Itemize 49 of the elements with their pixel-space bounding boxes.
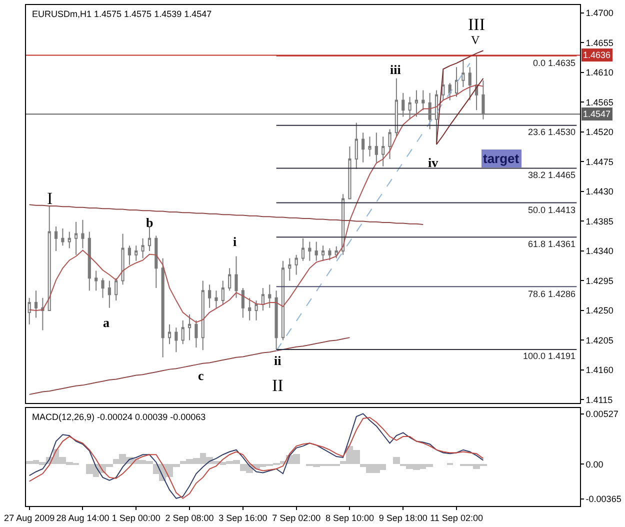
x-tick-label: 2 Sep 08:00 — [165, 512, 214, 523]
series-label: 78.6 1.4286 — [528, 289, 576, 299]
y-tick-label: 1.4115 — [586, 394, 613, 405]
text: MACD(12,26,9) -0.00024 0.00039 -0.00063 — [32, 412, 206, 422]
x-tick-label: 7 Sep 02:00 — [272, 512, 321, 523]
y-tick-label: 1.4295 — [586, 276, 614, 286]
x-tick-label: 28 Aug 14:00 — [56, 512, 110, 523]
annotation: i — [233, 234, 237, 249]
y-tick-label: 1.4610 — [586, 68, 614, 78]
annotation: I — [47, 189, 53, 208]
y-tick-label: 1.4205 — [586, 335, 614, 346]
x-tick-label: 8 Sep 10:00 — [325, 512, 374, 523]
annotation: c — [198, 368, 204, 383]
y-tick-label: 0.00 — [586, 459, 604, 470]
annotation: a — [103, 315, 110, 330]
annotation: target — [483, 151, 520, 166]
ref-line-label: 1.4547 — [583, 109, 611, 119]
series-label: 61.8 1.4361 — [528, 239, 576, 249]
annotation: ii — [274, 353, 282, 368]
y-tick-label: -0.00365 — [586, 494, 622, 504]
y-tick-label: 1.4385 — [586, 216, 614, 226]
x-tick-label: 11 Sep 02:00 — [430, 512, 483, 523]
series-label: 100.0 1.4191 — [523, 351, 576, 361]
ref-line-label: 1.4636 — [583, 50, 611, 60]
y-tick-label: 0.00527 — [586, 409, 618, 420]
y-tick-label: 1.4655 — [586, 38, 614, 48]
annotation: II — [272, 376, 284, 395]
x-tick-label: 9 Sep 18:00 — [378, 512, 428, 523]
annotation: iv — [428, 155, 439, 170]
text: EURUSDm,H1 1.4575 1.4575 1.4539 1.4547 — [32, 9, 212, 19]
y-tick-label: 1.4475 — [586, 156, 614, 167]
x-tick-label: 1 Sep 00:00 — [112, 512, 160, 523]
annotation: iii — [390, 62, 402, 77]
series-label: 23.6 1.4530 — [528, 127, 576, 137]
annotation: b — [146, 215, 154, 230]
y-tick-label: 1.4565 — [586, 97, 614, 108]
x-tick-label: 27 Aug 2009 — [4, 512, 55, 523]
y-tick-label: 1.4250 — [586, 306, 614, 316]
annotation: V — [471, 33, 480, 47]
series-label: 50.0 1.4413 — [528, 205, 576, 215]
y-tick-label: 1.4160 — [586, 365, 614, 376]
y-tick-label: 1.4340 — [586, 246, 614, 256]
series-label: 0.0 1.4635 — [533, 58, 576, 68]
x-tick-label: 3 Sep 16:00 — [218, 512, 268, 523]
annotation: III — [468, 15, 486, 34]
y-tick-label: 1.4520 — [586, 127, 614, 138]
series-label: 38.2 1.4465 — [528, 170, 576, 180]
y-tick-label: 1.4430 — [586, 186, 614, 197]
y-tick-label: 1.4700 — [586, 8, 614, 18]
